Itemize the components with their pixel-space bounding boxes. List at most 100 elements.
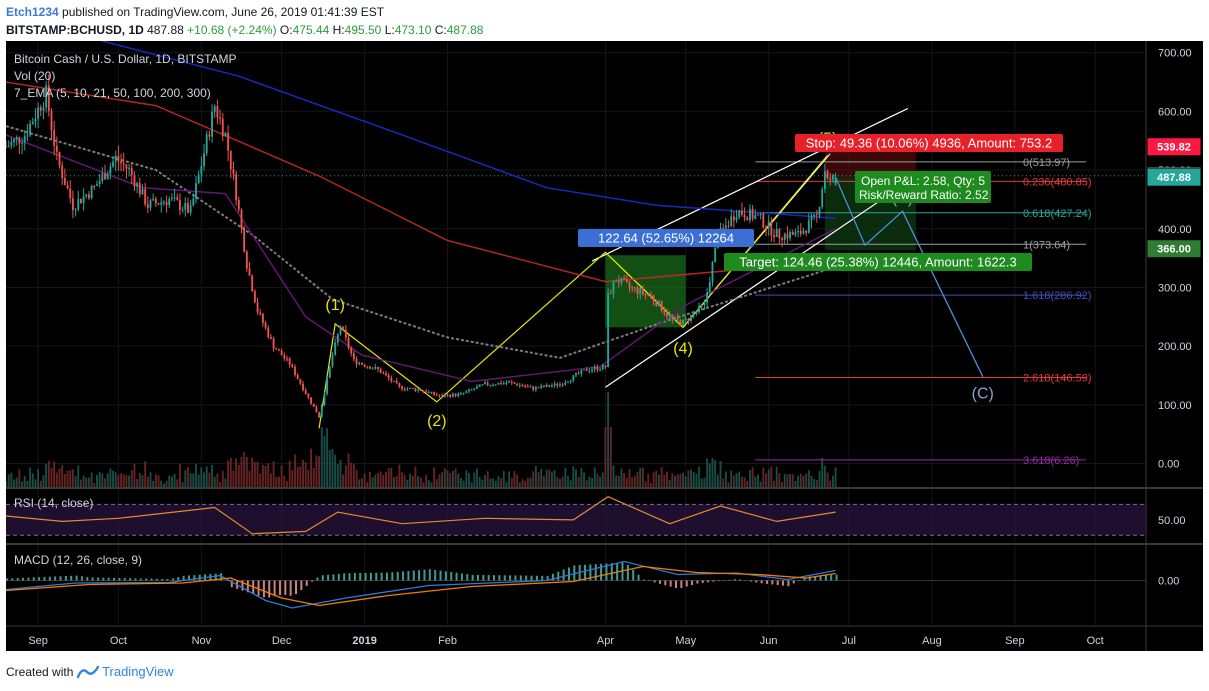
candle-body [347, 337, 350, 348]
volume-bar [740, 476, 743, 487]
macd-histogram-bar [835, 574, 838, 581]
time-axis[interactable]: Sep Oct Nov Dec 2019 Feb Apr May Jun Jul Aug Sep Oct [28, 635, 1103, 647]
volume-bar [722, 478, 725, 487]
volume-bar [775, 466, 778, 487]
volume-bar [663, 474, 666, 487]
candle-body [291, 364, 294, 367]
volume-bar [133, 463, 136, 487]
pnl-box [855, 171, 991, 203]
macd-histogram-bar [295, 580, 298, 595]
candle-body [540, 385, 543, 388]
volume-bar [112, 470, 114, 487]
candle-body [379, 369, 382, 373]
volume-bar [331, 449, 334, 487]
candle-body [403, 389, 406, 391]
volume-bar [724, 471, 727, 487]
volume-bar [652, 472, 655, 487]
candle-body [810, 216, 813, 221]
macd-histogram-bar [316, 577, 319, 581]
volume-bar [462, 480, 465, 487]
volume-bar [45, 463, 48, 487]
volume-bar [187, 467, 189, 487]
price-axis[interactable]: 0.00100.00200.00300.00400.00500.00600.00… [1147, 48, 1201, 471]
volume-bar [379, 471, 382, 487]
candle-body [18, 137, 21, 144]
macd-histogram-bar [717, 580, 720, 582]
candle-body [42, 107, 45, 111]
macd-histogram-bar [16, 578, 19, 581]
rsi-pane[interactable]: 50.00 [5, 496, 1186, 536]
macd-histogram-bar [658, 580, 661, 584]
macd-histogram-bar [198, 574, 201, 581]
volume-bar [29, 467, 32, 487]
volume-bar [104, 478, 106, 487]
volume-bar [601, 472, 604, 487]
candle-body [583, 369, 585, 371]
fib-level-label: 1.618(286.92) [1023, 290, 1092, 302]
macd-histogram-bar [118, 577, 121, 581]
volume-bar [639, 467, 642, 487]
volume-bar [406, 479, 409, 487]
volume-bar [561, 476, 564, 487]
volume-bar [443, 468, 446, 487]
candle-body [138, 182, 141, 195]
volume-bar [106, 473, 109, 487]
volume-bar [377, 473, 379, 487]
volume-bar [395, 475, 398, 487]
candle-body [599, 369, 602, 371]
macd-histogram-bar [171, 578, 174, 581]
macd-histogram-bar [434, 569, 437, 581]
macd-histogram-bar [225, 580, 228, 581]
volume-bar [668, 480, 671, 487]
macd-histogram-bar [412, 570, 415, 581]
candle-body [553, 383, 556, 386]
created-with: Created with [6, 665, 74, 679]
macd-histogram-bar [551, 573, 554, 581]
candle-body [631, 287, 634, 289]
macd-pane[interactable]: 0.00 [5, 560, 1179, 609]
volume-bar [248, 470, 251, 487]
candle-body [318, 412, 321, 418]
volume-bar [695, 473, 698, 487]
fib-level-label: 0.618(427.24) [1023, 208, 1092, 220]
candle-body [417, 389, 420, 391]
volume-bar [484, 475, 486, 487]
chart-svg[interactable]: 0(513.97) 0.236(480.85) 0.618(427.24) 1(373… [5, 40, 1203, 651]
candle-body [674, 317, 676, 319]
macd-histogram-bar [268, 580, 271, 598]
abc-label: (C) [972, 386, 994, 403]
volume-bar [537, 472, 540, 487]
candle-body [50, 111, 53, 131]
volume-bar [336, 464, 339, 487]
macd-histogram-bar [305, 580, 308, 586]
candle-body [754, 215, 757, 219]
volume-bar [88, 477, 90, 487]
volume-bar [593, 467, 596, 487]
volume-bar [315, 455, 318, 487]
volume-bar [240, 456, 243, 487]
macd-histogram-bar [161, 578, 164, 581]
candle-body [157, 203, 160, 205]
volume-bar [344, 465, 347, 487]
time-tick-label: Dec [272, 635, 292, 647]
volume-bar [229, 457, 232, 487]
chart-area[interactable]: 0(513.97) 0.236(480.85) 0.618(427.24) 1(373… [5, 40, 1203, 651]
tradingview-brand[interactable]: TradingView [102, 664, 174, 679]
candle-body [473, 388, 476, 390]
candle-body [141, 189, 144, 195]
candle-body [684, 318, 687, 321]
macd-histogram-bar [787, 580, 790, 587]
author-link[interactable]: Etch1234 [6, 5, 59, 19]
volume-bar [623, 473, 626, 487]
candle-body [765, 227, 767, 229]
candle-body [815, 214, 818, 216]
volume-bar [109, 468, 112, 487]
volume-bar [459, 477, 462, 487]
volume-bar [382, 474, 385, 487]
macd-histogram-bar [514, 575, 517, 581]
volume-bar [435, 479, 438, 487]
macd-histogram-bar [182, 575, 185, 581]
volume-bar [759, 481, 762, 487]
candle-body [13, 139, 15, 142]
macd-histogram-bar [75, 575, 78, 581]
